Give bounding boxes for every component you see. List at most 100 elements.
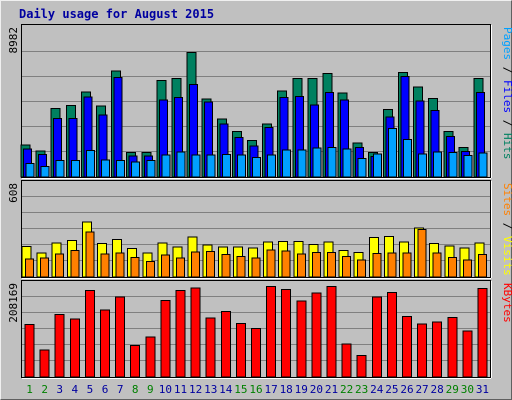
day-label-17: 17 — [264, 383, 277, 396]
day-label-14: 14 — [219, 383, 233, 396]
bar-pages-day-8 — [131, 161, 141, 178]
legend-entry: Files — [501, 80, 512, 113]
bar-pages-day-26 — [402, 138, 412, 178]
bar-kbytes-day-30 — [462, 330, 473, 378]
bar-sites-day-23 — [357, 259, 367, 278]
legend-entry: Visits — [501, 236, 512, 276]
legend-entry: Hits — [501, 133, 512, 160]
bar-pages-day-11 — [176, 151, 186, 178]
bar-kbytes-day-14 — [220, 311, 231, 378]
day-label-7: 7 — [117, 383, 124, 396]
bar-pages-day-23 — [357, 158, 367, 178]
legend-hits-files-pages: Pages / Files / Hits — [501, 27, 512, 160]
bar-kbytes-day-7 — [115, 296, 126, 378]
legend-entry: / — [501, 60, 512, 80]
legend-visits-sites: Sites / Visits — [501, 183, 512, 276]
day-label-16: 16 — [249, 383, 262, 396]
bar-kbytes-day-3 — [54, 314, 65, 378]
bar-kbytes-day-28 — [432, 321, 443, 378]
bar-kbytes-day-25 — [386, 292, 397, 378]
bar-sites-day-8 — [130, 257, 140, 278]
bar-sites-day-29 — [447, 256, 457, 278]
scale-label-hits-files-pages: 8982 — [7, 27, 20, 54]
bar-sites-day-22 — [342, 255, 352, 278]
legend-entry: / — [501, 216, 512, 236]
day-label-31: 31 — [476, 383, 489, 396]
day-label-21: 21 — [325, 383, 338, 396]
bar-kbytes-day-2 — [39, 349, 50, 378]
bar-kbytes-day-21 — [326, 285, 337, 378]
bar-kbytes-day-20 — [311, 292, 322, 378]
bar-sites-day-7 — [115, 252, 125, 278]
bar-kbytes-day-23 — [356, 354, 367, 378]
bar-kbytes-day-26 — [401, 315, 412, 378]
bar-kbytes-day-8 — [130, 345, 141, 378]
bar-pages-day-27 — [418, 153, 428, 178]
bar-kbytes-day-5 — [84, 289, 95, 378]
bar-sites-day-10 — [160, 254, 170, 278]
bar-sites-day-28 — [432, 252, 442, 278]
bar-kbytes-day-17 — [266, 285, 277, 378]
bar-pages-day-16 — [252, 157, 261, 178]
day-label-23: 23 — [355, 383, 368, 396]
bar-pages-day-9 — [146, 160, 156, 178]
bar-sites-day-17 — [266, 249, 276, 278]
bar-sites-day-5 — [85, 231, 95, 278]
bar-sites-day-16 — [251, 257, 261, 278]
day-label-15: 15 — [234, 383, 247, 396]
bar-pages-day-7 — [116, 160, 126, 178]
bar-kbytes-day-27 — [417, 323, 428, 378]
bar-pages-day-31 — [478, 152, 488, 178]
bar-kbytes-day-31 — [477, 288, 488, 378]
legend-entry: / — [501, 113, 512, 133]
legend-entry: KBytes — [501, 283, 512, 323]
day-label-8: 8 — [132, 383, 139, 396]
legend-entry: Pages — [501, 27, 512, 60]
bar-sites-day-31 — [477, 253, 487, 278]
bar-pages-day-1 — [25, 162, 35, 178]
day-label-2: 2 — [41, 383, 48, 396]
bar-pages-day-15 — [236, 154, 246, 178]
day-label-20: 20 — [310, 383, 323, 396]
bar-sites-day-11 — [176, 257, 186, 278]
bar-kbytes-day-10 — [160, 300, 171, 378]
day-label-24: 24 — [370, 383, 384, 396]
bar-kbytes-day-11 — [175, 289, 186, 378]
bar-sites-day-25 — [387, 252, 397, 278]
bar-pages-day-17 — [267, 154, 277, 178]
bar-kbytes-day-18 — [281, 288, 292, 378]
day-label-1: 1 — [26, 383, 33, 396]
bar-sites-day-19 — [296, 253, 306, 278]
bar-sites-day-4 — [70, 250, 80, 278]
bar-sites-day-14 — [221, 254, 231, 278]
day-label-5: 5 — [87, 383, 94, 396]
day-label-6: 6 — [102, 383, 109, 396]
bar-pages-day-2 — [40, 166, 50, 178]
bar-pages-day-25 — [387, 127, 397, 178]
bar-sites-day-30 — [462, 259, 472, 278]
bar-kbytes-day-13 — [205, 317, 216, 378]
bar-pages-day-12 — [191, 154, 201, 178]
day-label-9: 9 — [147, 383, 154, 396]
bar-sites-day-24 — [372, 253, 382, 278]
bar-pages-day-13 — [206, 154, 216, 178]
bar-pages-day-4 — [70, 160, 80, 178]
bar-pages-day-3 — [55, 160, 65, 178]
day-label-30: 30 — [461, 383, 474, 396]
bar-pages-day-19 — [297, 149, 307, 178]
bar-sites-day-26 — [402, 252, 412, 278]
bar-sites-day-18 — [281, 250, 291, 278]
bar-pages-day-21 — [327, 146, 337, 178]
bar-pages-day-20 — [312, 147, 322, 178]
day-label-25: 25 — [385, 383, 398, 396]
day-label-22: 22 — [340, 383, 353, 396]
day-label-26: 26 — [400, 383, 413, 396]
bar-sites-day-9 — [145, 261, 155, 278]
bar-kbytes-day-15 — [235, 323, 246, 378]
bar-sites-day-13 — [206, 251, 216, 278]
bar-kbytes-day-1 — [24, 323, 35, 378]
day-label-18: 18 — [280, 383, 293, 396]
legend-kbytes: KBytes — [501, 283, 512, 323]
bar-sites-day-27 — [417, 228, 427, 278]
